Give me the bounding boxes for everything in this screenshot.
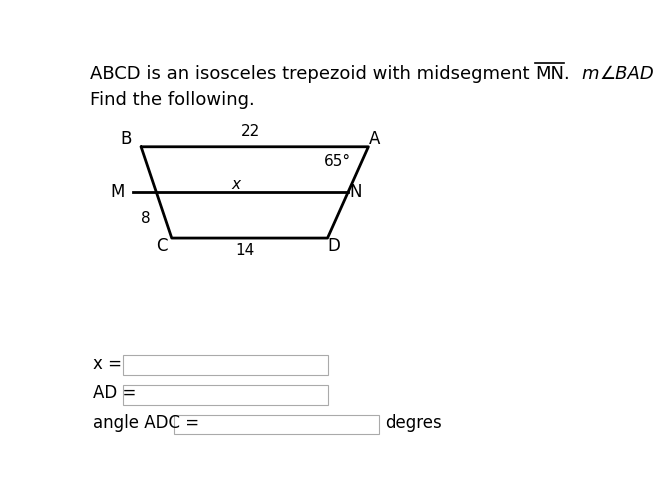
Text: x =: x = [92,355,127,372]
Text: 65°: 65° [324,155,351,169]
Text: 22: 22 [241,124,260,139]
Text: 14: 14 [235,243,254,258]
Text: Find the following.: Find the following. [90,91,255,109]
Text: m: m [581,65,599,82]
Text: 8: 8 [142,211,151,226]
Text: C: C [156,238,167,255]
Text: angle ADC =: angle ADC = [92,414,204,432]
FancyBboxPatch shape [123,355,328,375]
Text: M: M [110,183,125,202]
FancyBboxPatch shape [123,385,328,405]
Text: MN: MN [535,65,564,82]
Text: B: B [120,130,132,148]
Text: ∠BAD: ∠BAD [599,65,654,82]
Text: A: A [369,130,380,148]
Text: D: D [328,238,340,255]
Text: = 65°: = 65° [654,65,659,82]
Text: AD =: AD = [92,384,141,402]
Text: ABCD is an isosceles trepezoid with midsegment: ABCD is an isosceles trepezoid with mids… [90,65,535,82]
Text: .: . [564,65,581,82]
FancyBboxPatch shape [174,414,379,434]
Text: x: x [231,176,240,192]
Text: degres: degres [385,414,442,432]
Text: N: N [349,183,362,202]
